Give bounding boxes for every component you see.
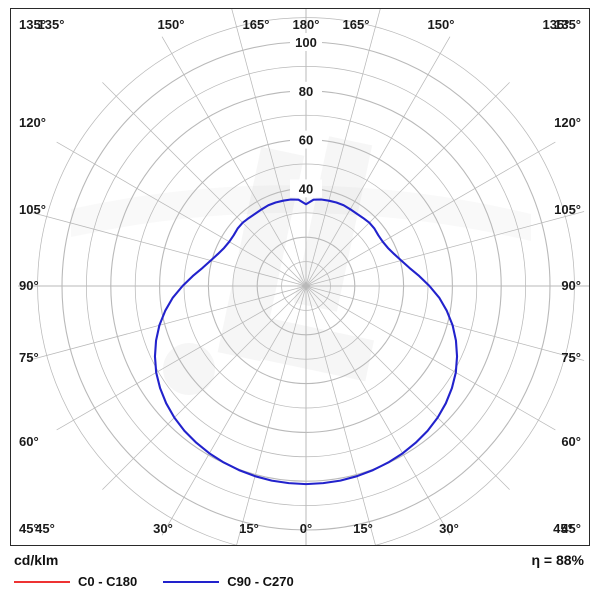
- polar-chart-svg: 100 80 60 40 135° 150° 165° 180° 165° 150° 135° 45…: [18, 9, 589, 545]
- chart-legend-area: cd/klm η = 88% C0 - C180 C90 - C270: [0, 548, 600, 600]
- svg-text:15°: 15°: [353, 521, 373, 536]
- polar-plot-frame: 100 80 60 40 135° 150° 165° 180° 165° 150° 135° 45…: [10, 8, 590, 546]
- svg-text:40: 40: [299, 181, 313, 196]
- svg-text:165°: 165°: [243, 17, 270, 32]
- svg-text:120°: 120°: [19, 115, 46, 130]
- data-series-group: [153, 198, 459, 486]
- efficiency-label: η = 88%: [531, 552, 584, 568]
- svg-text:90°: 90°: [561, 278, 581, 293]
- legend-item[interactable]: C0 - C180: [14, 574, 137, 589]
- unit-label: cd/klm: [14, 552, 59, 568]
- svg-text:105°: 105°: [19, 202, 46, 217]
- svg-text:135°: 135°: [19, 17, 46, 32]
- svg-text:150°: 150°: [158, 17, 185, 32]
- svg-text:165°: 165°: [343, 17, 370, 32]
- svg-text:150°: 150°: [428, 17, 455, 32]
- svg-text:30°: 30°: [153, 521, 173, 536]
- svg-text:120°: 120°: [554, 115, 581, 130]
- svg-text:60: 60: [299, 133, 313, 148]
- svg-text:100: 100: [295, 35, 317, 50]
- legend-swatch: [163, 580, 220, 583]
- svg-text:45°: 45°: [35, 521, 55, 536]
- svg-text:80: 80: [299, 84, 313, 99]
- svg-text:0°: 0°: [300, 521, 312, 536]
- svg-text:135°: 135°: [38, 17, 65, 32]
- svg-text:15°: 15°: [239, 521, 259, 536]
- svg-text:135°: 135°: [543, 17, 570, 32]
- svg-text:45°: 45°: [19, 521, 39, 536]
- svg-text:60°: 60°: [561, 434, 581, 449]
- legend-label: C0 - C180: [78, 574, 138, 589]
- svg-text:45°: 45°: [561, 521, 581, 536]
- svg-text:105°: 105°: [554, 202, 581, 217]
- svg-text:135°: 135°: [554, 17, 581, 32]
- angular-tick-labels: 135° 150° 165° 180° 165° 150° 135° 45° 30° 15° 0° 1…: [19, 17, 581, 536]
- svg-text:60°: 60°: [19, 434, 39, 449]
- svg-text:180°: 180°: [293, 17, 320, 32]
- radial-tick-labels: 100 80 60 40: [290, 33, 322, 198]
- legend-label: C90 - C270: [227, 574, 294, 589]
- legend-items: C0 - C180 C90 - C270: [14, 574, 320, 589]
- legend-item[interactable]: C90 - C270: [163, 574, 294, 589]
- legend-swatch: [14, 580, 70, 583]
- svg-text:75°: 75°: [561, 350, 581, 365]
- svg-text:45°: 45°: [553, 521, 573, 536]
- svg-text:30°: 30°: [439, 521, 459, 536]
- svg-text:75°: 75°: [19, 350, 39, 365]
- svg-text:90°: 90°: [19, 278, 39, 293]
